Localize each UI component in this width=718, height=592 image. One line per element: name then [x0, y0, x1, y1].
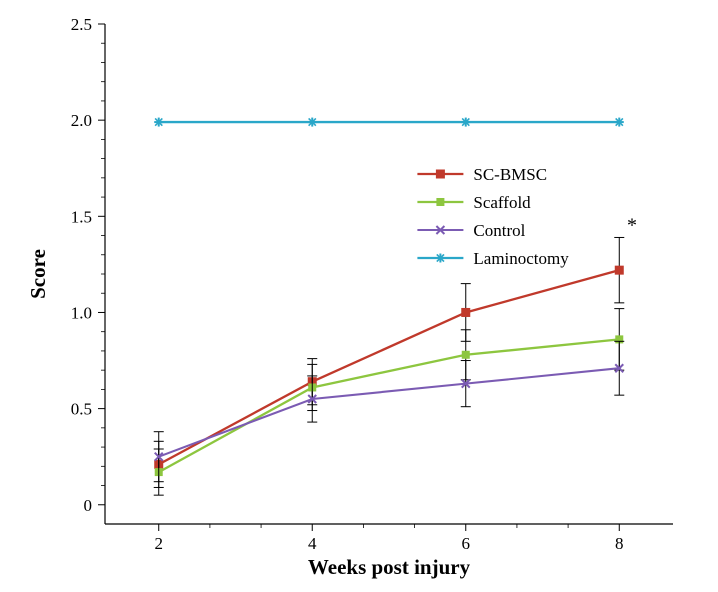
svg-text:6: 6 — [462, 534, 471, 553]
svg-text:1.0: 1.0 — [71, 303, 92, 322]
svg-text:2.5: 2.5 — [71, 15, 92, 34]
svg-text:Scaffold: Scaffold — [473, 193, 531, 212]
svg-text:Weeks post injury: Weeks post injury — [308, 555, 471, 579]
svg-text:4: 4 — [308, 534, 317, 553]
svg-text:0: 0 — [84, 496, 93, 515]
svg-text:*: * — [627, 215, 637, 237]
svg-text:8: 8 — [615, 534, 624, 553]
chart-container: 0 0.5 1.0 1.5 2.0 2.5 2 4 6 8 Weeks post injury Sco… — [0, 0, 718, 592]
svg-text:2.0: 2.0 — [71, 111, 92, 130]
svg-text:Control: Control — [473, 221, 525, 240]
svg-text:Score: Score — [26, 249, 50, 299]
svg-text:1.5: 1.5 — [71, 207, 92, 226]
line-chart: 0 0.5 1.0 1.5 2.0 2.5 2 4 6 8 Weeks post injury Sco… — [0, 0, 718, 592]
svg-text:Laminoctomy: Laminoctomy — [473, 249, 569, 268]
svg-text:SC-BMSC: SC-BMSC — [473, 165, 547, 184]
svg-text:0.5: 0.5 — [71, 400, 92, 419]
svg-text:2: 2 — [154, 534, 163, 553]
